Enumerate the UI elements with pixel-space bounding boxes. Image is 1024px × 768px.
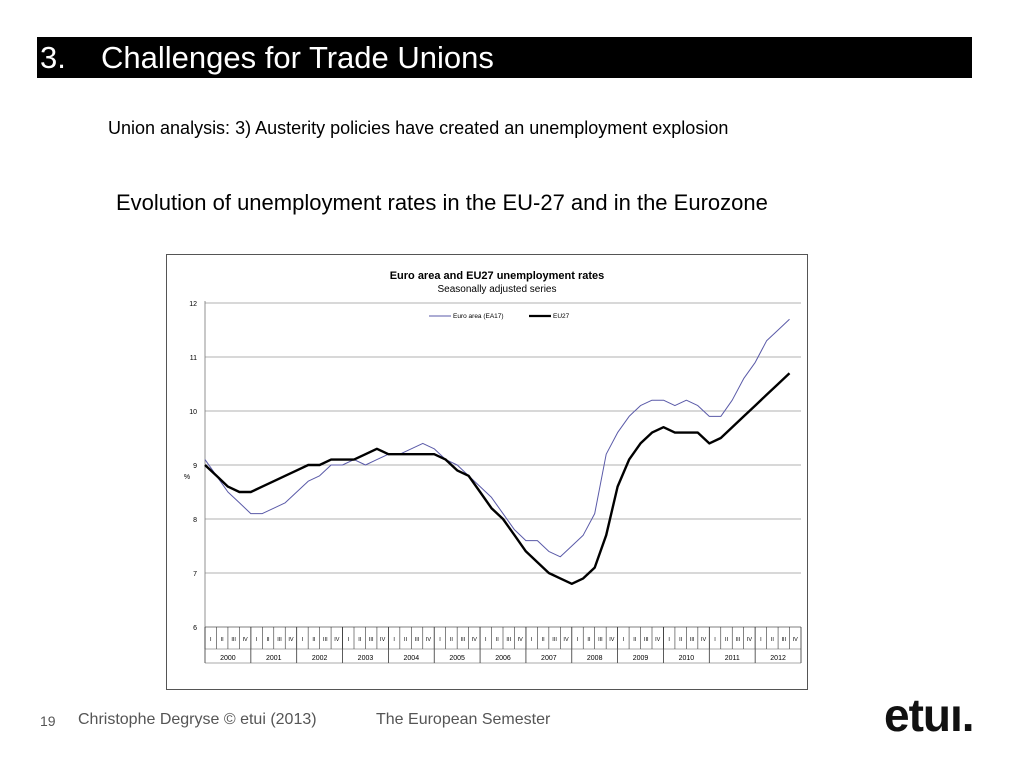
y-tick-label: 11 xyxy=(190,355,197,362)
year-label: 2012 xyxy=(770,655,786,662)
quarter-label: I xyxy=(531,637,533,643)
year-label: 2002 xyxy=(312,655,328,662)
quarter-label: IV xyxy=(609,637,615,643)
quarter-label: III xyxy=(231,637,236,643)
quarter-label: I xyxy=(210,637,212,643)
y-tick-label: 7 xyxy=(193,571,197,578)
quarter-label: I xyxy=(439,637,441,643)
year-label: 2003 xyxy=(358,655,374,662)
quarter-label: II xyxy=(771,637,775,643)
footer-author: Christophe Degryse © etui (2013) xyxy=(78,711,317,728)
slide-title: Challenges for Trade Unions xyxy=(101,40,494,75)
quarter-label: IV xyxy=(334,637,340,643)
y-tick-label: 9 xyxy=(193,463,197,470)
year-label: 2007 xyxy=(541,655,557,662)
y-tick-label: 8 xyxy=(193,517,197,524)
year-label: 2010 xyxy=(679,655,695,662)
quarter-label: III xyxy=(369,637,374,643)
quarter-label: II xyxy=(679,637,683,643)
quarter-label: I xyxy=(577,637,579,643)
legend-label-euro-area: Euro area (EA17) xyxy=(453,313,504,320)
year-label: 2008 xyxy=(587,655,603,662)
year-label: 2009 xyxy=(633,655,649,662)
quarter-label: I xyxy=(485,637,487,643)
quarter-label: IV xyxy=(563,637,569,643)
quarter-label: III xyxy=(552,637,557,643)
year-label: 2011 xyxy=(725,655,740,662)
year-label: 2005 xyxy=(449,655,465,662)
etui-logo: etuı. xyxy=(884,689,975,741)
slide-number: 3. xyxy=(40,40,66,75)
quarter-label: IV xyxy=(380,637,386,643)
quarter-label: II xyxy=(542,637,546,643)
quarter-label: I xyxy=(302,637,304,643)
series-line-eu27 xyxy=(204,372,791,585)
quarter-label: II xyxy=(587,637,591,643)
quarter-label: II xyxy=(450,637,454,643)
quarter-label: II xyxy=(725,637,729,643)
quarter-label: I xyxy=(760,637,762,643)
quarter-label: III xyxy=(506,637,511,643)
year-label: 2001 xyxy=(266,655,282,662)
title-bar: 3. Challenges for Trade Unions xyxy=(37,37,972,78)
y-tick-label: 6 xyxy=(193,625,197,632)
quarter-label: I xyxy=(393,637,395,643)
quarter-label: II xyxy=(633,637,637,643)
chart-heading: Evolution of unemployment rates in the E… xyxy=(116,190,768,215)
quarter-label: IV xyxy=(793,637,799,643)
chart-title: Euro area and EU27 unemployment rates xyxy=(390,270,605,282)
quarter-label: II xyxy=(312,637,316,643)
quarter-label: IV xyxy=(426,637,432,643)
quarter-label: III xyxy=(277,637,282,643)
quarter-label: IV xyxy=(472,637,478,643)
y-tick-label: 10 xyxy=(189,409,197,416)
legend-label-eu27: EU27 xyxy=(553,313,570,320)
page-number: 19 xyxy=(40,713,56,729)
quarter-label: III xyxy=(736,637,741,643)
quarter-label: IV xyxy=(655,637,661,643)
slide-subtitle: Union analysis: 3) Austerity policies ha… xyxy=(108,118,729,138)
footer-topic: The European Semester xyxy=(376,711,551,728)
quarter-label: I xyxy=(256,637,258,643)
quarter-label: I xyxy=(623,637,625,643)
y-tick-label: 12 xyxy=(189,301,197,308)
quarter-label: II xyxy=(221,637,225,643)
quarter-label: III xyxy=(644,637,649,643)
quarter-label: II xyxy=(267,637,271,643)
quarter-label: IV xyxy=(518,637,524,643)
quarter-label: III xyxy=(323,637,328,643)
quarter-label: IV xyxy=(701,637,707,643)
quarter-label: I xyxy=(668,637,670,643)
quarter-label: I xyxy=(348,637,350,643)
quarter-label: II xyxy=(496,637,500,643)
quarter-label: IV xyxy=(747,637,753,643)
quarter-label: III xyxy=(782,637,787,643)
quarter-label: III xyxy=(598,637,603,643)
y-axis-label: % xyxy=(184,474,190,481)
chart-subtitle: Seasonally adjusted series xyxy=(438,284,557,295)
year-label: 2000 xyxy=(220,655,236,662)
series-line-euro-area xyxy=(204,318,790,558)
unemployment-chart: Euro area and EU27 unemployment rates Sea… xyxy=(184,270,802,664)
quarter-label: III xyxy=(461,637,466,643)
year-label: 2004 xyxy=(404,655,420,662)
quarter-label: III xyxy=(415,637,420,643)
quarter-label: III xyxy=(690,637,695,643)
year-label: 2006 xyxy=(495,655,511,662)
chart-frame: Euro area and EU27 unemployment rates Sea… xyxy=(166,254,808,690)
quarter-label: I xyxy=(714,637,716,643)
quarter-label: IV xyxy=(243,637,249,643)
quarter-label: II xyxy=(404,637,408,643)
quarter-label: IV xyxy=(288,637,294,643)
quarter-label: II xyxy=(358,637,362,643)
